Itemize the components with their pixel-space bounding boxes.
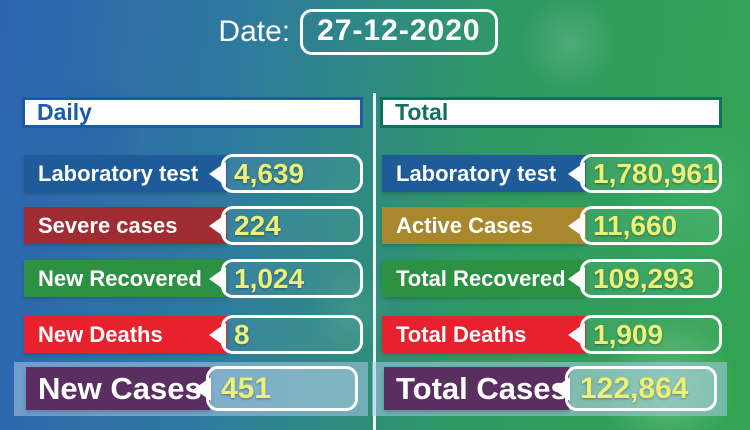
- stat-label: Laboratory test: [396, 160, 557, 186]
- stat-value: 1,909: [593, 318, 664, 350]
- total-cases-strip: Total Cases 122,864: [372, 362, 727, 416]
- stat-row-total-deaths: Total Deaths 1,909: [380, 315, 722, 354]
- left-pointer-icon: [568, 213, 585, 238]
- stat-label-bar: New Recovered: [24, 260, 227, 297]
- stat-row-total-recovered: Total Recovered 109,293: [380, 259, 722, 298]
- value-capsule: 109,293: [568, 259, 722, 298]
- value-capsule: 11,660: [568, 206, 722, 245]
- stat-value: 451: [221, 371, 272, 405]
- left-pointer-icon: [568, 322, 585, 347]
- stat-value: 8: [234, 318, 250, 350]
- left-pointer-icon: [568, 161, 585, 186]
- left-pointer-icon: [568, 266, 585, 291]
- value-capsule: 122,864: [553, 366, 717, 411]
- daily-header: Daily: [22, 97, 363, 128]
- value-capsule: 4,639: [209, 154, 363, 193]
- stat-label-bar: Total Cases: [384, 367, 569, 410]
- stat-label-bar: New Cases: [26, 367, 210, 410]
- column-daily: Daily Laboratory test 4,639 Severe cases…: [14, 97, 368, 430]
- stat-value: 224: [234, 209, 281, 241]
- stat-label-bar: Laboratory test: [24, 155, 227, 192]
- date-value: 27-12-2020: [300, 9, 498, 55]
- column-divider: [373, 93, 376, 430]
- stat-row-daily-new-deaths: New Deaths 8: [22, 315, 363, 354]
- stat-label: New Deaths: [38, 321, 163, 347]
- stat-row-daily-severe-cases: Severe cases 224: [22, 206, 363, 245]
- stat-value: 11,660: [593, 209, 678, 241]
- stat-label: Severe cases: [38, 212, 178, 238]
- total-header: Total: [380, 97, 722, 128]
- value-capsule: 8: [209, 315, 363, 354]
- date-header: Date: 27-12-2020: [0, 8, 716, 56]
- stat-row-total-laboratory-test: Laboratory test 1,780,961: [380, 154, 722, 193]
- new-cases-strip: New Cases 451: [14, 362, 368, 416]
- stat-label-bar: Total Recovered: [382, 260, 586, 297]
- date-label: Date:: [218, 15, 291, 48]
- value-capsule: 224: [209, 206, 363, 245]
- daily-header-label: Daily: [37, 99, 92, 125]
- stat-label-bar: Total Deaths: [382, 316, 586, 353]
- stat-label: Total Cases: [396, 370, 568, 406]
- stat-label-bar: New Deaths: [24, 316, 227, 353]
- left-pointer-icon: [209, 161, 226, 186]
- stat-row-daily-new-recovered: New Recovered 1,024: [22, 259, 363, 298]
- stat-value: 122,864: [580, 371, 689, 405]
- left-pointer-icon: [553, 376, 570, 401]
- left-pointer-icon: [209, 266, 226, 291]
- total-header-label: Total: [395, 99, 449, 125]
- stat-label-bar: Active Cases: [382, 207, 586, 244]
- stat-value: 109,293: [593, 262, 695, 294]
- stat-value: 1,780,961: [593, 157, 718, 189]
- value-capsule: 1,024: [209, 259, 363, 298]
- value-capsule: 451: [194, 366, 358, 411]
- value-capsule: 1,780,961: [568, 154, 722, 193]
- column-total: Total Laboratory test 1,780,961 Active C…: [372, 97, 727, 430]
- stat-label-bar: Laboratory test: [382, 155, 586, 192]
- stat-row-total-active-cases: Active Cases 11,660: [380, 206, 722, 245]
- stat-label-bar: Severe cases: [24, 207, 227, 244]
- stat-label: New Recovered: [38, 265, 202, 291]
- left-pointer-icon: [194, 376, 211, 401]
- stat-label: Total Recovered: [396, 265, 566, 291]
- stat-label: New Cases: [38, 370, 202, 406]
- left-pointer-icon: [209, 213, 226, 238]
- value-capsule: 1,909: [568, 315, 722, 354]
- stat-value: 1,024: [234, 262, 305, 294]
- stat-row-daily-laboratory-test: Laboratory test 4,639: [22, 154, 363, 193]
- left-pointer-icon: [209, 322, 226, 347]
- stat-value: 4,639: [234, 157, 305, 189]
- stat-label: Total Deaths: [396, 321, 527, 347]
- stat-label: Active Cases: [396, 212, 533, 238]
- stat-label: Laboratory test: [38, 160, 199, 186]
